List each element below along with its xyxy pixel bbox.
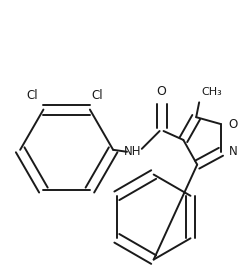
Text: N: N (229, 145, 238, 158)
Text: NH: NH (124, 145, 142, 158)
Text: O: O (157, 85, 167, 98)
Text: Cl: Cl (27, 89, 39, 102)
Text: CH₃: CH₃ (201, 88, 222, 97)
Text: O: O (229, 118, 238, 131)
Text: Cl: Cl (92, 89, 104, 102)
